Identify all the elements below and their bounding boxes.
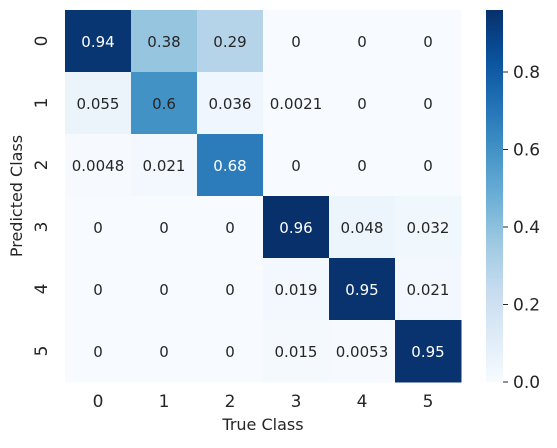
cell-label-r0-c2: 0.29 — [213, 33, 246, 51]
cell-label-r4-c4: 0.95 — [345, 281, 378, 299]
heatmap-cell-r2-c0 — [65, 134, 132, 197]
heatmap-cell-r1-c5 — [395, 72, 462, 135]
cell-label-r1-c1: 0.6 — [152, 95, 176, 113]
x-tick-label-1: 1 — [159, 392, 170, 412]
heatmap-cell-r4-c4 — [329, 258, 396, 321]
cell-label-r3-c2: 0 — [225, 219, 235, 237]
y-axis-ticks: 0 1 2 3 4 5 — [32, 36, 52, 357]
colorbar-tick-label-2: 0.4 — [513, 218, 540, 238]
heatmap-cell-labels: 0.94 0.38 0.29 0 0 0 0.055 0.6 0.036 0.0021 0 0 0.00… — [72, 33, 450, 361]
heatmap-cell-r4-c2 — [197, 258, 264, 321]
cell-label-r4-c2: 0 — [225, 281, 235, 299]
heatmap-cell-r0-c0 — [65, 10, 132, 73]
cell-label-r5-c3: 0.015 — [275, 343, 318, 361]
cell-label-r2-c5: 0 — [423, 157, 433, 175]
x-tick-label-2: 2 — [225, 392, 236, 412]
heatmap-cell-r2-c2 — [197, 134, 264, 197]
cell-label-r2-c2: 0.68 — [213, 157, 246, 175]
cell-label-r5-c2: 0 — [225, 343, 235, 361]
heatmap-cell-r3-c4 — [329, 196, 396, 259]
cell-label-r3-c3: 0.96 — [279, 219, 312, 237]
cell-label-r4-c0: 0 — [93, 281, 103, 299]
colorbar-tick-label-0: 0.0 — [513, 373, 540, 393]
cell-label-r1-c2: 0.036 — [209, 95, 252, 113]
heatmap-cell-r0-c2 — [197, 10, 264, 73]
heatmap-cell-r0-c3 — [263, 10, 330, 73]
cell-label-r1-c3: 0.0021 — [270, 95, 323, 113]
cell-label-r1-c0: 0.055 — [77, 95, 120, 113]
heatmap-cell-r5-c0 — [65, 320, 132, 383]
heatmap-cell-r4-c0 — [65, 258, 132, 321]
cell-label-r5-c5: 0.95 — [411, 343, 444, 361]
cell-label-r3-c5: 0.032 — [407, 219, 450, 237]
heatmap-cell-r4-c1 — [131, 258, 198, 321]
cell-label-r5-c1: 0 — [159, 343, 169, 361]
cell-label-r2-c1: 0.021 — [143, 157, 186, 175]
cell-label-r3-c4: 0.048 — [341, 219, 384, 237]
x-axis-ticks: 0 1 2 3 4 5 — [93, 392, 434, 412]
heatmap-cell-r5-c3 — [263, 320, 330, 383]
cell-label-r0-c0: 0.94 — [81, 33, 114, 51]
heatmap-cells — [65, 10, 462, 383]
y-tick-label-1: 1 — [32, 98, 52, 109]
cell-label-r4-c3: 0.019 — [275, 281, 318, 299]
y-tick-label-0: 0 — [32, 36, 52, 47]
heatmap-cell-r3-c2 — [197, 196, 264, 259]
cell-label-r0-c5: 0 — [423, 33, 433, 51]
heatmap-cell-r1-c2 — [197, 72, 264, 135]
cell-label-r2-c3: 0 — [291, 157, 301, 175]
colorbar-tick-label-4: 0.8 — [513, 63, 540, 83]
colorbar-ticks: 0.0 0.2 0.4 0.6 0.8 — [503, 63, 540, 393]
cell-label-r2-c0: 0.0048 — [72, 157, 125, 175]
heatmap-cell-r5-c2 — [197, 320, 264, 383]
heatmap-cell-r0-c5 — [395, 10, 462, 73]
colorbar-tick-label-1: 0.2 — [513, 296, 540, 316]
cell-label-r4-c1: 0 — [159, 281, 169, 299]
y-tick-label-3: 3 — [32, 222, 52, 233]
cell-label-r3-c0: 0 — [93, 219, 103, 237]
cell-label-r0-c4: 0 — [357, 33, 367, 51]
heatmap-cell-r5-c5 — [395, 320, 462, 383]
colorbar-tick-label-3: 0.6 — [513, 141, 540, 161]
heatmap-cell-r3-c5 — [395, 196, 462, 259]
x-tick-label-3: 3 — [291, 392, 302, 412]
heatmap-cell-r3-c3 — [263, 196, 330, 259]
heatmap-cell-r4-c3 — [263, 258, 330, 321]
x-tick-label-5: 5 — [423, 392, 434, 412]
heatmap-cell-r1-c4 — [329, 72, 396, 135]
cell-label-r2-c4: 0 — [357, 157, 367, 175]
y-tick-label-2: 2 — [32, 160, 52, 171]
cell-label-r3-c1: 0 — [159, 219, 169, 237]
cell-label-r5-c0: 0 — [93, 343, 103, 361]
heatmap-cell-r3-c1 — [131, 196, 198, 259]
y-tick-label-4: 4 — [32, 284, 52, 295]
heatmap-cell-r2-c3 — [263, 134, 330, 197]
colorbar — [486, 10, 503, 382]
heatmap-cell-r2-c5 — [395, 134, 462, 197]
cell-label-r1-c5: 0 — [423, 95, 433, 113]
x-axis-label: True Class — [221, 415, 303, 434]
cell-label-r5-c4: 0.0053 — [336, 343, 389, 361]
heatmap-cell-r1-c1 — [131, 72, 198, 135]
heatmap-cell-r2-c4 — [329, 134, 396, 197]
heatmap-cell-r0-c4 — [329, 10, 396, 73]
heatmap-cell-r2-c1 — [131, 134, 198, 197]
heatmap-cell-r1-c3 — [263, 72, 330, 135]
heatmap-cell-r5-c1 — [131, 320, 198, 383]
cell-label-r0-c3: 0 — [291, 33, 301, 51]
heatmap-cell-r1-c0 — [65, 72, 132, 135]
heatmap-cell-r0-c1 — [131, 10, 198, 73]
y-axis-label: Predicted Class — [7, 135, 26, 257]
cell-label-r4-c5: 0.021 — [407, 281, 450, 299]
heatmap-cell-r3-c0 — [65, 196, 132, 259]
y-tick-label-5: 5 — [32, 346, 52, 357]
x-tick-label-4: 4 — [357, 392, 368, 412]
x-tick-label-0: 0 — [93, 392, 104, 412]
heatmap-cell-r5-c4 — [329, 320, 396, 383]
cell-label-r1-c4: 0 — [357, 95, 367, 113]
cell-label-r0-c1: 0.38 — [147, 33, 180, 51]
heatmap-cell-r4-c5 — [395, 258, 462, 321]
